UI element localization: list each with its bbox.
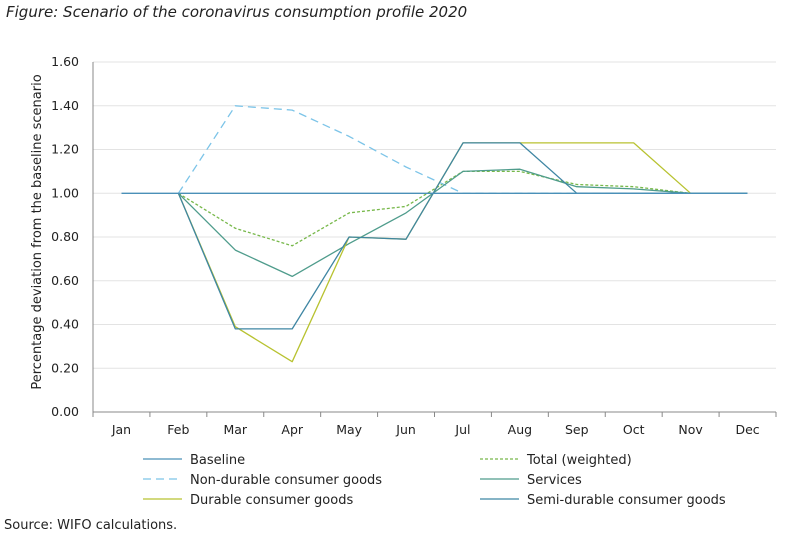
y-tick-label: 0.40	[51, 317, 79, 332]
series-line	[177, 168, 748, 278]
y-tick-label: 1.00	[51, 185, 79, 200]
figure-title: Figure: Scenario of the coronavirus cons…	[6, 3, 468, 21]
x-tick-label: Jul	[454, 422, 470, 437]
series-line	[178, 170, 748, 247]
y-tick-label: 1.40	[51, 98, 79, 113]
x-tick-label: Oct	[623, 422, 645, 437]
y-tick-label: 1.20	[51, 142, 79, 157]
x-tick-label: Sep	[565, 422, 589, 437]
legend: Baseline Total (weighted) Non-durable cons…	[143, 453, 726, 508]
x-tick-label: Apr	[281, 422, 303, 437]
legend-label: Non-durable consumer goods	[190, 473, 382, 488]
y-tick-label: 1.60	[51, 54, 79, 69]
y-tick-label: 0.60	[51, 273, 79, 288]
series-lines	[121, 105, 748, 363]
x-tick-labels: Jan Feb Mar Apr May Jun Jul Aug Sep Oct Nov Dec	[111, 422, 760, 437]
legend-label: Baseline	[190, 453, 245, 468]
x-tick-label: Nov	[678, 422, 703, 437]
source-note: Source: WIFO calculations.	[4, 518, 178, 533]
x-tick-label: Aug	[508, 422, 532, 437]
y-tick-labels: 0.00 0.20 0.40 0.60 0.80 1.00 1.20 1.40 1.60	[51, 54, 79, 419]
legend-label: Services	[527, 473, 582, 488]
x-tick-label: May	[336, 422, 362, 437]
x-tick-label: Jun	[395, 422, 416, 437]
y-tick-label: 0.20	[51, 360, 79, 375]
x-tick-label: Jan	[111, 422, 131, 437]
y-tick-label: 0.00	[51, 404, 79, 419]
axes	[92, 62, 777, 417]
x-tick-label: Dec	[735, 422, 759, 437]
x-tick-label: Mar	[223, 422, 247, 437]
x-tick-label: Feb	[167, 422, 189, 437]
legend-label: Total (weighted)	[526, 453, 632, 468]
legend-label: Durable consumer goods	[190, 493, 353, 508]
legend-label: Semi-durable consumer goods	[527, 493, 726, 508]
y-axis-label: Percentage deviation from the baseline s…	[30, 74, 45, 389]
y-tick-label: 0.80	[51, 229, 79, 244]
grid-lines	[93, 61, 776, 369]
